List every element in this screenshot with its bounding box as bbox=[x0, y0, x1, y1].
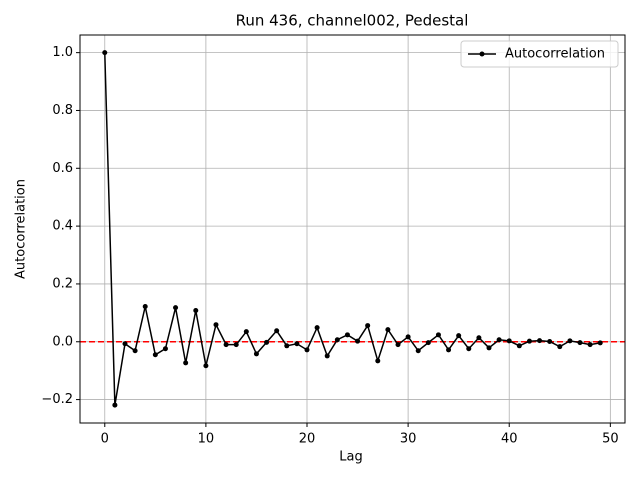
data-point bbox=[102, 50, 108, 56]
data-point bbox=[567, 338, 573, 344]
x-axis-label: Lag bbox=[339, 450, 362, 465]
data-point bbox=[253, 351, 259, 357]
data-point bbox=[213, 322, 219, 328]
data-point bbox=[233, 342, 239, 348]
data-point bbox=[526, 338, 532, 344]
data-point bbox=[425, 340, 431, 346]
data-point bbox=[577, 340, 583, 346]
data-point bbox=[385, 327, 391, 333]
data-point bbox=[365, 323, 371, 329]
data-point bbox=[223, 342, 229, 348]
data-point bbox=[294, 341, 300, 347]
data-point bbox=[375, 358, 381, 364]
data-point bbox=[132, 348, 138, 354]
data-point bbox=[264, 339, 270, 345]
data-point bbox=[587, 342, 593, 348]
data-point bbox=[446, 347, 452, 353]
y-tick-label: 0.8 bbox=[52, 103, 73, 118]
data-point bbox=[324, 353, 330, 359]
x-tick-label: 20 bbox=[299, 432, 316, 447]
data-point bbox=[597, 340, 603, 346]
data-point bbox=[435, 332, 441, 338]
data-point bbox=[344, 332, 350, 338]
chart-title: Run 436, channel002, Pedestal bbox=[236, 12, 469, 30]
y-tick-label: 1.0 bbox=[52, 45, 73, 60]
data-line bbox=[104, 52, 601, 406]
data-point bbox=[274, 328, 280, 334]
data-point bbox=[537, 338, 543, 344]
x-tick-label: 30 bbox=[400, 432, 417, 447]
data-point bbox=[405, 334, 411, 340]
data-point bbox=[142, 303, 148, 309]
legend-marker bbox=[479, 51, 485, 57]
data-point bbox=[486, 345, 492, 351]
legend-label: Autocorrelation bbox=[505, 47, 605, 62]
x-tick-label: 40 bbox=[501, 432, 518, 447]
data-point bbox=[304, 347, 310, 353]
data-point bbox=[476, 335, 482, 341]
data-point bbox=[243, 329, 249, 335]
y-tick-label: −0.2 bbox=[41, 392, 73, 407]
x-tick-label: 50 bbox=[602, 432, 619, 447]
data-point bbox=[193, 308, 199, 314]
data-point bbox=[183, 360, 189, 366]
plot-frame bbox=[79, 34, 626, 424]
y-tick-label: 0.6 bbox=[52, 161, 73, 176]
data-point bbox=[112, 402, 118, 408]
data-point bbox=[284, 343, 290, 349]
data-point bbox=[466, 346, 472, 352]
data-point bbox=[415, 348, 421, 354]
data-point bbox=[506, 338, 512, 344]
data-point bbox=[122, 341, 128, 347]
legend-box bbox=[460, 40, 619, 68]
data-point bbox=[162, 346, 168, 352]
data-point bbox=[152, 352, 158, 358]
y-tick-label: 0.0 bbox=[52, 334, 73, 349]
data-point bbox=[314, 325, 320, 331]
x-tick-label: 0 bbox=[101, 432, 109, 447]
data-point bbox=[334, 337, 340, 343]
data-point bbox=[516, 343, 522, 349]
data-point bbox=[456, 333, 462, 339]
y-tick-label: 0.4 bbox=[52, 219, 73, 234]
data-point bbox=[355, 338, 361, 344]
data-point bbox=[395, 342, 401, 348]
data-point bbox=[496, 337, 502, 343]
y-axis-label: Autocorrelation bbox=[14, 179, 29, 279]
x-tick-label: 10 bbox=[198, 432, 215, 447]
data-point bbox=[557, 344, 563, 350]
data-point bbox=[203, 363, 209, 369]
data-point bbox=[547, 338, 553, 344]
data-point bbox=[173, 305, 179, 311]
y-tick-label: 0.2 bbox=[52, 276, 73, 291]
